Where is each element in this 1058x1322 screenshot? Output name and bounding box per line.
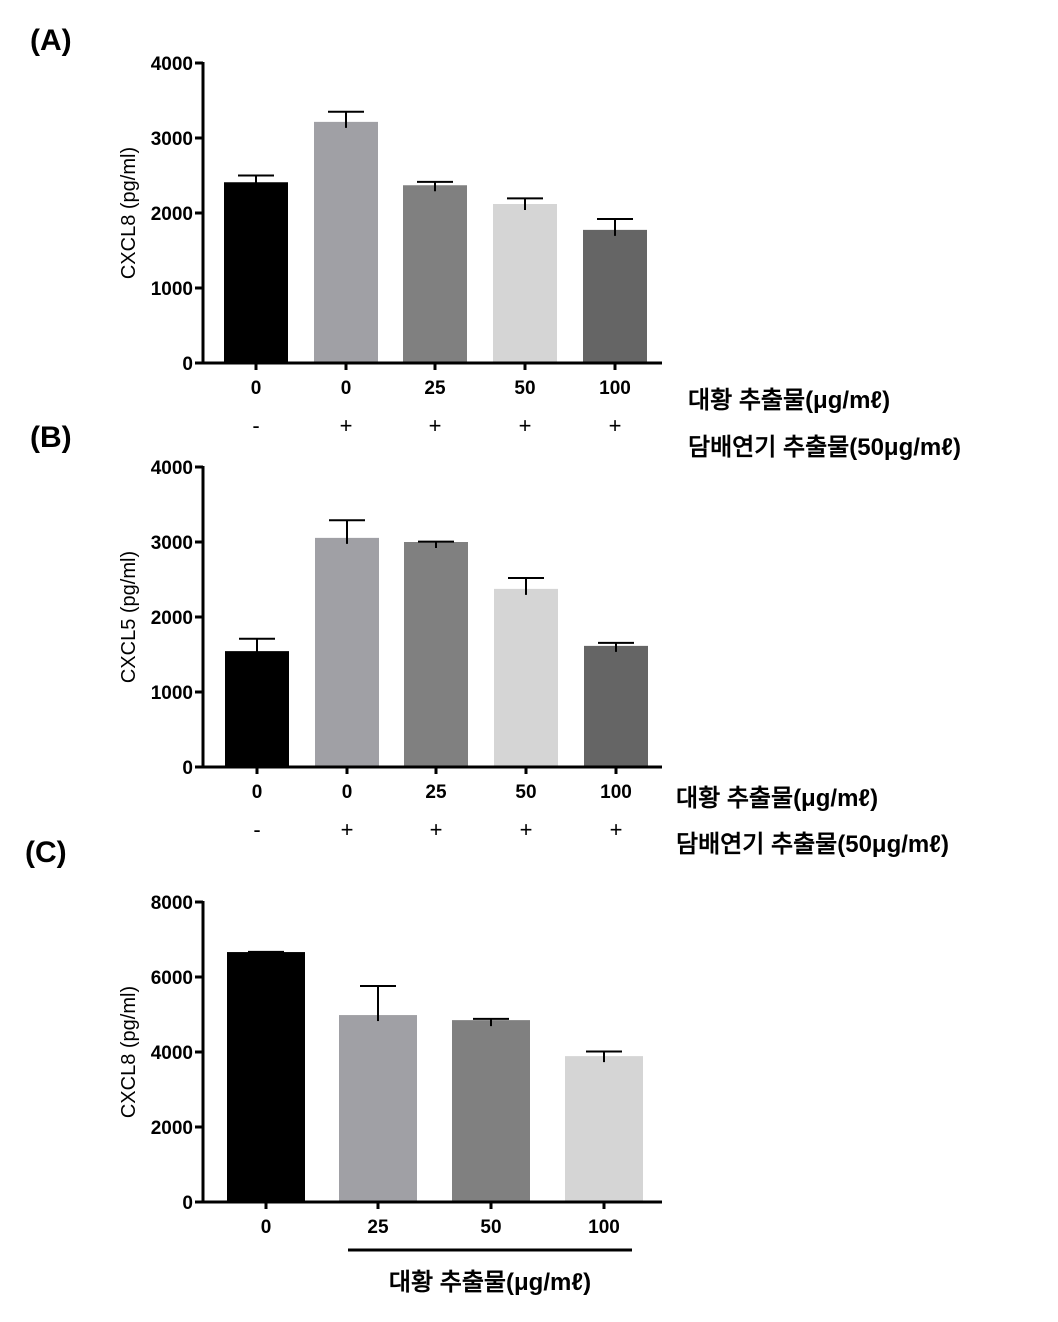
smoke-label: +: [341, 817, 354, 842]
y-tick-label: 6000: [151, 968, 193, 989]
y-tick-label: 0: [182, 1193, 193, 1214]
bar: [339, 1015, 417, 1202]
smoke-label: -: [252, 413, 259, 438]
y-tick-label: 2000: [151, 608, 193, 629]
bar: [452, 1020, 530, 1202]
condition-label-smoke: 담배연기 추출물(50μg/mℓ): [676, 831, 949, 858]
x-tick-label: 0: [252, 782, 263, 803]
smoke-label: -: [253, 817, 260, 842]
smoke-label: +: [519, 413, 532, 438]
y-tick-label: 3000: [151, 129, 193, 150]
y-tick-label: 0: [182, 758, 193, 779]
y-tick-label: 4000: [151, 458, 193, 479]
y-tick-label: 2000: [151, 1118, 193, 1139]
smoke-label: +: [610, 817, 623, 842]
bar: [225, 651, 289, 767]
y-tick-label: 3000: [151, 533, 193, 554]
bar: [583, 229, 647, 363]
x-tick-label: 0: [341, 378, 352, 399]
bar: [404, 542, 468, 767]
bar: [493, 204, 557, 363]
y-tick-label: 4000: [151, 1043, 193, 1064]
x-tick-label: 100: [599, 378, 631, 399]
y-tick-label: 1000: [151, 279, 193, 300]
smoke-label: +: [429, 413, 442, 438]
bar: [224, 182, 288, 363]
bar: [565, 1056, 643, 1202]
panel-label: (B): [30, 421, 72, 454]
bar: [584, 645, 648, 767]
x-tick-label: 50: [480, 1217, 501, 1238]
bar: [227, 952, 305, 1202]
x-tick-label: 100: [600, 782, 632, 803]
bar: [315, 537, 379, 767]
x-tick-label: 0: [251, 378, 262, 399]
bar: [494, 588, 558, 767]
x-tick-label: 25: [367, 1217, 389, 1238]
y-tick-label: 2000: [151, 204, 193, 225]
x-tick-label: 25: [424, 378, 446, 399]
panel-label: (C): [25, 836, 67, 869]
x-tick-label: 25: [425, 782, 447, 803]
y-axis-label: CXCL8 (pg/ml): [118, 986, 140, 1118]
smoke-label: +: [609, 413, 622, 438]
bar: [403, 185, 467, 363]
x-tick-label: 0: [261, 1217, 272, 1238]
x-tick-label: 50: [514, 378, 535, 399]
y-tick-label: 1000: [151, 683, 193, 704]
condition-label-rhubarb: 대황 추출물(μg/mℓ): [688, 387, 890, 414]
smoke-label: +: [430, 817, 443, 842]
smoke-label: +: [520, 817, 533, 842]
y-axis-label: CXCL8 (pg/ml): [118, 147, 140, 279]
condition-label-smoke: 담배연기 추출물(50μg/mℓ): [688, 434, 961, 461]
condition-label-rhubarb: 대황 추출물(μg/mℓ): [389, 1269, 591, 1296]
y-axis-label: CXCL5 (pg/ml): [118, 551, 140, 683]
smoke-label: +: [340, 413, 353, 438]
condition-label-rhubarb: 대황 추출물(μg/mℓ): [676, 785, 878, 812]
x-tick-label: 50: [515, 782, 536, 803]
y-tick-label: 0: [182, 354, 193, 375]
y-tick-label: 4000: [151, 54, 193, 75]
x-tick-label: 0: [342, 782, 353, 803]
panel-label: (A): [30, 24, 72, 57]
x-tick-label: 100: [588, 1217, 620, 1238]
y-tick-label: 8000: [151, 893, 193, 914]
bar: [314, 121, 378, 363]
